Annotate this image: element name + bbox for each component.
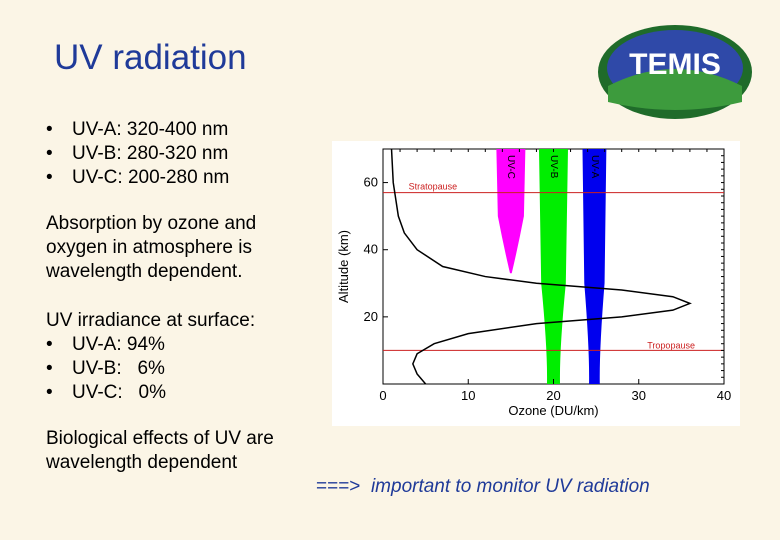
y-axis-label: Altitude (km)	[336, 230, 351, 303]
irradiance-heading: UV irradiance at surface:	[46, 310, 256, 331]
irradiance-block: UV irradiance at surface: • UV-A: 94% • UV…	[46, 309, 255, 405]
x-tick-label: 40	[717, 388, 731, 403]
logo-green-wave	[608, 69, 742, 110]
list-item: • UV-A: 320-400 nm	[46, 119, 229, 140]
uv-range-list: • UV-A: 320-400 nm • UV-B: 280-320 nm • UV-…	[46, 118, 229, 190]
ozone-chart-svg: UV-C UV-B UV-A Stratopause Tropopause 0 10 20 30…	[336, 148, 731, 418]
band-label-uv-b: UV-B	[548, 155, 559, 179]
list-item: • UV-B: 6%	[46, 358, 165, 379]
biological-text: Biological effects of UV are wavelength …	[46, 428, 274, 473]
band-uv-b	[539, 149, 568, 384]
absorption-text: Absorption by ozone and oxygen in atmosp…	[46, 213, 257, 282]
x-tick-label: 30	[632, 388, 646, 403]
list-item: • UV-A: 94%	[46, 334, 165, 355]
list-item: • UV-C: 0%	[46, 382, 166, 403]
y-tick-label: 40	[364, 242, 378, 257]
logo-text: TEMIS	[629, 48, 721, 81]
conclusion-text: ===> important to monitor UV radiation	[316, 476, 650, 498]
x-axis-label: Ozone (DU/km)	[508, 403, 598, 418]
x-tick-label: 10	[461, 388, 475, 403]
band-label-uv-c: UV-C	[505, 155, 516, 179]
conclusion-arrow: ===>	[316, 476, 361, 497]
y-tick-label: 20	[364, 309, 378, 324]
x-tick-label: 0	[379, 388, 386, 403]
list-item: • UV-B: 280-320 nm	[46, 143, 229, 164]
conclusion-message: important to monitor UV radiation	[370, 476, 650, 497]
x-tick-label: 20	[546, 388, 560, 403]
ref-label-tropopause: Tropopause	[647, 340, 695, 350]
temis-logo: TEMIS	[598, 25, 752, 119]
ref-label-stratopause: Stratopause	[409, 182, 458, 192]
y-tick-label: 60	[364, 175, 378, 190]
band-uv-a	[582, 149, 607, 384]
ozone-chart: UV-C UV-B UV-A Stratopause Tropopause 0 10 20 30…	[332, 141, 740, 426]
page-title: UV radiation	[54, 38, 247, 77]
ozone-profile-line	[390, 148, 692, 385]
band-uv-c	[496, 149, 526, 274]
list-item: • UV-C: 200-280 nm	[46, 167, 230, 188]
band-label-uv-a: UV-A	[589, 155, 600, 179]
